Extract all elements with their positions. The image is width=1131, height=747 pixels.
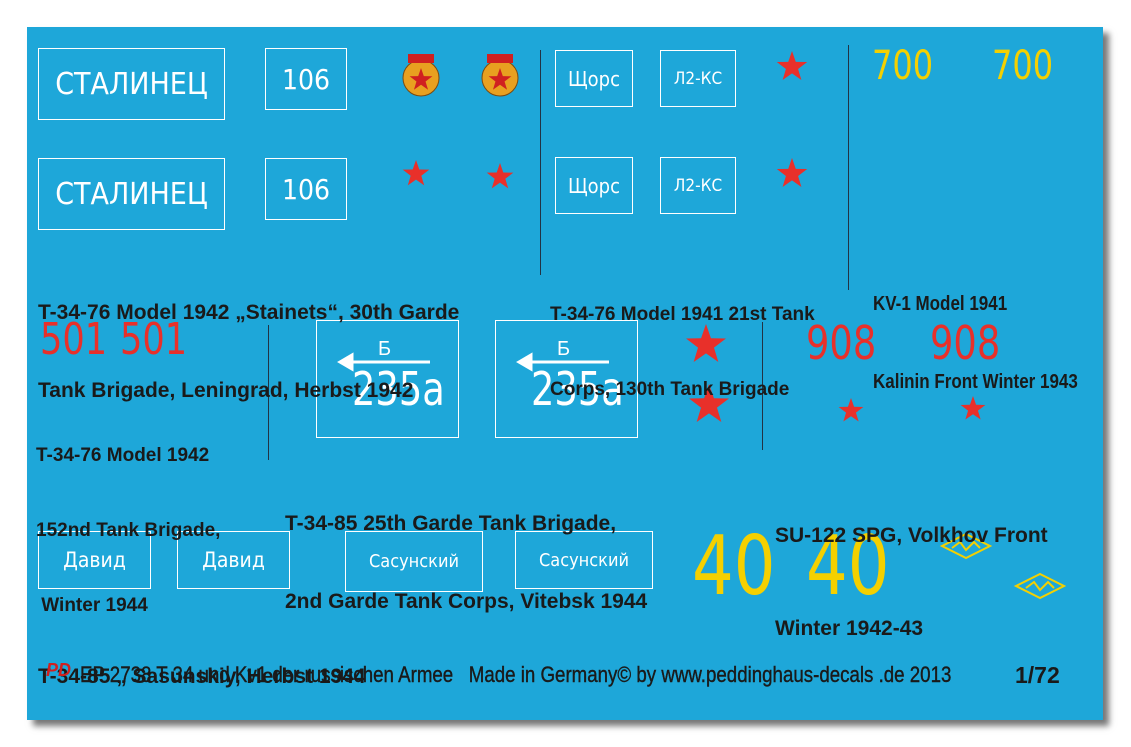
decal-text: Сасунский [515,531,653,589]
guard-badge-banner [487,54,513,63]
decal-number: 235а [531,362,624,416]
star [402,160,430,186]
decal-text: Б [557,338,571,360]
caption: T-34-76 Model 1942 „Stainets“, 30th Gard… [38,248,459,430]
caption-line: Corps, 130th Tank Brigade [550,379,790,400]
decal-number: 700 [992,43,1054,89]
decal-number: 235а [352,362,445,416]
caption: SU-122 SPG, Volkhov Front Winter 1942-43 [775,458,1048,675]
caption-line: T-34-85 25th Garde Tank Brigade, [285,512,617,535]
caption-line: KV-1 Model 1941 [873,293,1008,315]
decal-text: Сасунский [345,531,483,592]
decal-number: 908 [930,316,1001,370]
logo: PD [46,660,72,680]
star [776,51,808,80]
decal-text: 106 [265,48,347,110]
star [960,396,986,420]
decal-text: Щорс [555,157,633,214]
divider [540,50,541,275]
decal-number: 501 [120,314,188,365]
decal-number: 40 [806,519,890,614]
diamond-zigzag [1025,580,1055,592]
decal-text: Щорс [555,50,633,107]
decal-text: СТАЛИНЕЦ [38,158,225,230]
diamond [939,532,993,560]
decal-number: 40 [692,519,776,614]
caption: T-34-76 Model 1942 152nd Tank Brigade, W… [36,393,220,643]
star [686,324,726,362]
caption-line: SU-122 SPG, Volkhov Front [775,524,1048,547]
decal-text: Б [378,338,392,360]
caption-line: Tank Brigade, Leningrad, Herbst 1942 [38,379,414,402]
decal-text: Л2-КС [660,50,736,107]
star [486,163,514,189]
decal-number: 700 [872,43,934,89]
caption-line: Kalinin Front Winter 1943 [873,371,1078,393]
arrows [337,352,609,372]
decal-text: Давид [177,531,290,589]
decal-text: СТАЛИНЕЦ [38,48,225,120]
arrow-head [516,352,533,372]
star [838,398,864,422]
scale: 1/72 [1015,662,1060,688]
caption: T-34-85 25th Garde Tank Brigade, 2nd Gar… [285,459,647,641]
divider [762,322,763,450]
caption-line: T-34-85 „ Sasunskiy, Herbst 1944 [38,665,366,688]
caption-line: T-34-76 Model 1941 21st Tank [550,304,815,325]
diamonds [939,532,1067,600]
star [776,158,808,187]
guard-badge-star [409,68,433,90]
caption-line: Winter 1942-43 [775,617,924,640]
stars [402,51,986,422]
decal-sheet [27,27,1103,720]
caption-line: 152nd Tank Brigade, [36,520,221,541]
decal-text: Л2-КС [660,157,736,214]
divider [268,325,269,460]
decal-box [495,320,638,438]
caption: KV-1 Model 1941 Kalinin Front Winter 194… [873,239,1078,421]
divider [848,45,849,290]
star [689,384,729,422]
caption-line: T-34-76 Model 1942 „Stainets“, 30th Gard… [38,301,460,324]
caption-line: Winter 1944 [36,595,148,616]
arrow-head [337,352,354,372]
guard-badge-banner [408,54,434,63]
caption: T-34-76 Model 1941 21st Tank Corps, 130t… [550,252,815,427]
caption-line: 2nd Garde Tank Corps, Vitebsk 1944 [285,590,648,613]
guard-badges [402,54,519,97]
decal-number: 908 [806,316,877,370]
caption: T-34-85 „ Sasunskiy, Herbst 1944 [38,612,366,716]
diamond [1013,572,1067,600]
guard-badge-star [488,68,512,90]
caption-line: T-34-76 Model 1942 [36,445,210,466]
decal-text: Давид [38,531,151,589]
footer-text: EP 2738 T 34 und Kv1 der russischen Arme… [80,662,952,687]
decal-number: 501 [40,314,108,365]
decal-box [316,320,459,438]
diamond-zigzag [951,540,981,552]
decal-text: 106 [265,158,347,220]
